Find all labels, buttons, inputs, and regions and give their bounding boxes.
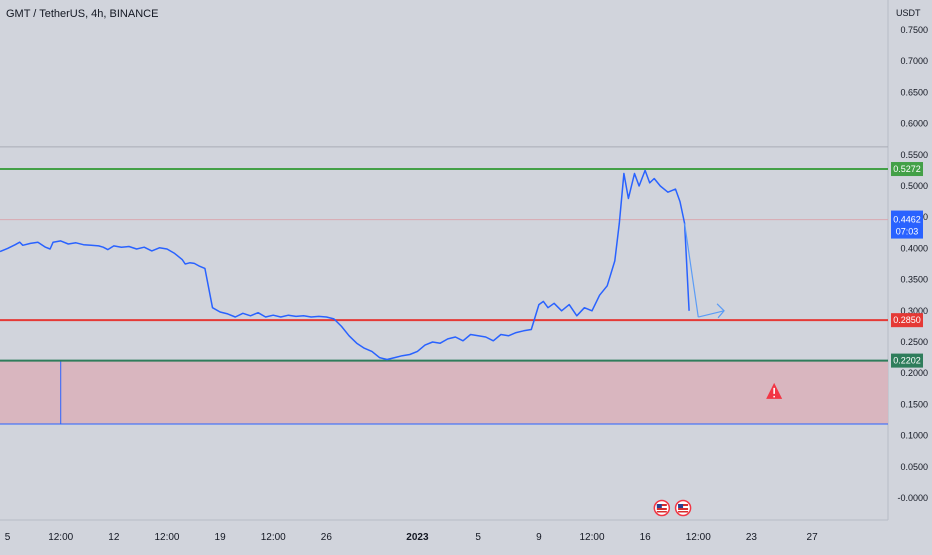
price-line-label: 0.2202 (893, 356, 921, 366)
us-flag-icon[interactable] (674, 499, 692, 517)
y-tick-label: 0.5000 (900, 181, 928, 191)
y-tick-label: 0.2500 (900, 337, 928, 347)
x-tick-label: 26 (321, 532, 333, 543)
x-tick-label: 12 (108, 532, 120, 543)
flag-canton (678, 504, 684, 508)
y-tick-label: 0.3000 (900, 306, 928, 316)
x-tick-label: 5 (475, 532, 481, 543)
us-flag-icon[interactable] (653, 499, 671, 517)
currency-label: USDT (896, 8, 921, 18)
projection-arrowhead (716, 303, 725, 319)
price-line-label: 0.2850 (893, 315, 921, 325)
warning-icon[interactable] (766, 382, 783, 399)
x-tick-label: 19 (215, 532, 227, 543)
price-line-label-bg (891, 162, 923, 177)
chart-title: GMT / TetherUS, 4h, BINANCE (6, 8, 159, 20)
last-price-countdown: 07:03 (896, 227, 919, 237)
y-tick-label: 0.2000 (900, 368, 928, 378)
y-tick-label: 0.7500 (900, 25, 928, 35)
x-tick-label: 12:00 (686, 532, 711, 543)
y-tick-label: 0.1500 (900, 399, 928, 409)
x-tick-label: 23 (746, 532, 758, 543)
price-axis-background (888, 0, 932, 550)
flag-stripe (656, 508, 667, 510)
flag-stripe (678, 511, 689, 513)
x-tick-label: 2023 (406, 532, 429, 543)
x-tick-label: 5 (5, 532, 11, 543)
x-tick-label: 9 (536, 532, 542, 543)
y-tick-label: 0.7000 (900, 56, 928, 66)
y-tick-label: 0.1000 (900, 431, 928, 441)
y-tick-label: 0.5500 (900, 150, 928, 160)
flag-stripe (678, 508, 689, 510)
last-price-label-bg (891, 210, 923, 239)
x-tick-label: 12:00 (154, 532, 179, 543)
y-tick-label: 0.6000 (900, 119, 928, 129)
y-tick-label: 0.6500 (900, 87, 928, 97)
last-price-value: 0.4462 (893, 215, 921, 225)
y-tick-label: 0.0500 (900, 462, 928, 472)
y-tick-label: -0.0000 (897, 493, 928, 503)
x-tick-label: 16 (640, 532, 652, 543)
x-tick-label: 12:00 (48, 532, 73, 543)
x-tick-label: 27 (807, 532, 819, 543)
flag-stripe (656, 511, 667, 513)
flag-canton (656, 504, 662, 508)
price-series-line (0, 169, 690, 361)
plot-background (0, 0, 888, 550)
y-tick-label: 0.4000 (900, 243, 928, 253)
projection-drop-line (684, 223, 699, 318)
price-line-label-bg (891, 313, 923, 328)
price-line-label: 0.5272 (893, 164, 921, 174)
y-tick-label: 0.3500 (900, 275, 928, 285)
shaded-zone (0, 360, 888, 425)
x-tick-label: 12:00 (579, 532, 604, 543)
price-line-label-bg (891, 353, 923, 368)
projection-line (698, 310, 725, 318)
x-tick-label: 12:00 (261, 532, 286, 543)
